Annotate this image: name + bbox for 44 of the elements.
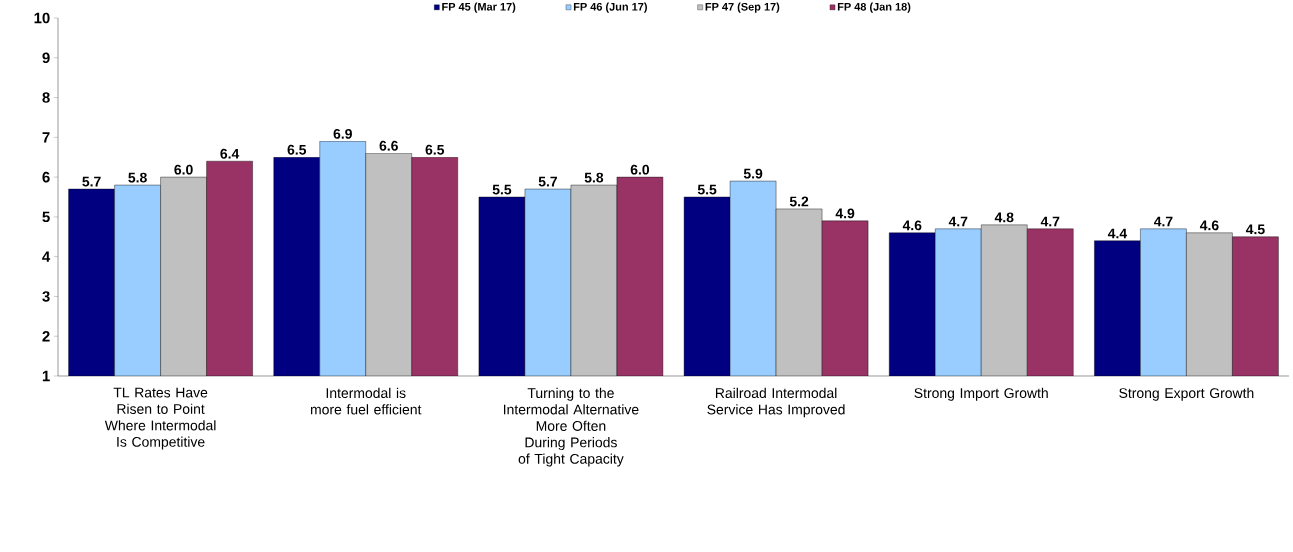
data-label: 4.8	[994, 212, 1014, 223]
y-tick-label: 6	[42, 171, 50, 183]
data-label: 5.5	[492, 184, 512, 195]
data-label: 4.7	[1040, 216, 1060, 227]
data-label: 4.4	[1107, 228, 1128, 239]
y-tick-label: 9	[42, 52, 50, 64]
y-tick-label: 4	[42, 251, 51, 262]
x-tick-label: Strong Export Growth	[1119, 387, 1254, 401]
y-tick-label: 3	[42, 291, 50, 302]
y-tick-label: 7	[42, 132, 50, 143]
data-label: 6.0	[174, 164, 193, 175]
data-label: 4.7	[1153, 216, 1173, 227]
data-label: 4.9	[835, 208, 855, 219]
data-label: 6.6	[379, 140, 398, 151]
y-tick-label: 2	[42, 331, 50, 342]
data-label: 5.8	[128, 172, 147, 183]
legend-label: FP 47 (Sep 17)	[705, 2, 780, 13]
data-label: 5.7	[538, 176, 557, 187]
x-tick-label: Railroad Intermodal Service Has Improved	[707, 387, 845, 418]
data-label: 6.9	[333, 128, 352, 139]
data-label: 4.7	[948, 216, 968, 227]
data-label: 4.5	[1245, 224, 1265, 235]
data-label: 6.0	[630, 164, 650, 175]
legend-label: FP 45 (Mar 17)	[442, 2, 516, 13]
y-tick-label: 10	[34, 12, 50, 24]
y-tick-label: 1	[42, 370, 50, 382]
data-label: 5.9	[743, 168, 763, 179]
data-label: 6.5	[287, 144, 307, 155]
y-tick-label: 5	[42, 211, 50, 223]
data-label: 6.4	[220, 148, 240, 159]
x-tick-label: Turning to the Intermodal Alternative More Often During Periods of Tight Capacity	[503, 387, 639, 467]
data-label: 5.7	[82, 176, 101, 187]
x-tick-label: Intermodal is more fuel efficient	[310, 387, 422, 415]
legend-label: FP 48 (Jan 18)	[837, 2, 911, 13]
data-label: 4.6	[1199, 220, 1219, 231]
y-tick-label: 8	[42, 92, 50, 103]
legend-label: FP 46 (Jun 17)	[573, 2, 647, 13]
data-label: 5.2	[789, 196, 809, 207]
x-tick-label: TL Rates Have Risen to Point Where Intermodal Is Competitive	[104, 387, 216, 450]
data-label: 6.5	[425, 144, 445, 155]
data-label: 4.6	[902, 220, 922, 231]
data-label: 5.8	[584, 172, 604, 183]
x-tick-label: Strong Import Growth	[914, 387, 1048, 401]
data-label: 5.5	[697, 184, 717, 195]
